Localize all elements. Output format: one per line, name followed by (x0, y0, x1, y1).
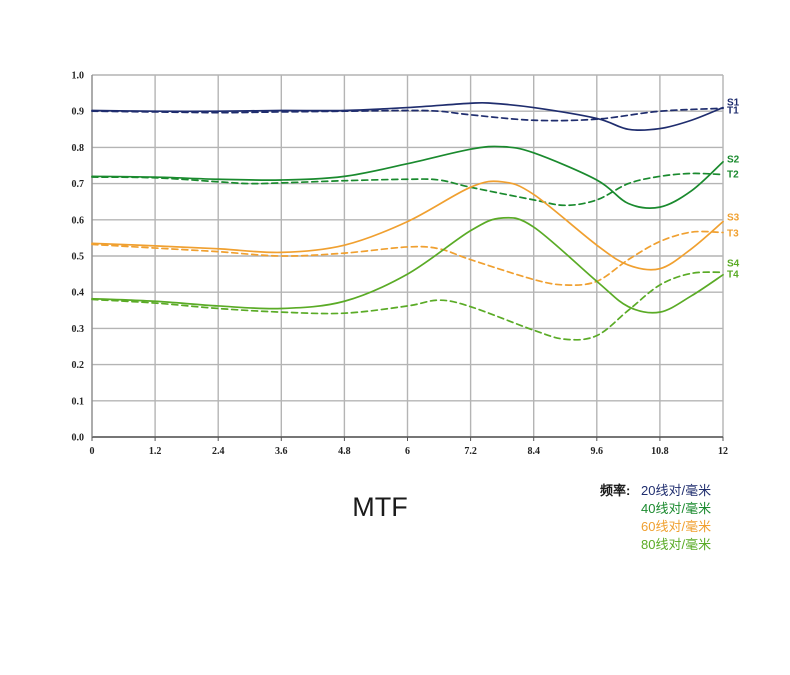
series-line-s1 (91, 101, 724, 132)
legend-entry-20: 20线对/毫米 (641, 483, 712, 498)
y-tick-label: 0.4 (72, 288, 85, 299)
y-tick-label: 0.0 (72, 433, 85, 444)
y-tick-label: 0.8 (72, 143, 85, 154)
x-tick-label: 10.8 (651, 446, 669, 457)
y-tick-label: 0.1 (72, 396, 85, 407)
legend-prefix: 频率: (600, 483, 631, 498)
legend-row-1: 频率: 20线对/毫米 (600, 482, 711, 500)
x-tick-label: 2.4 (212, 446, 225, 457)
y-tick-label: 0.9 (72, 107, 85, 118)
series-label-t4: T4 (727, 270, 739, 281)
x-tick-label: 9.6 (591, 446, 604, 457)
series-line-s3 (91, 180, 724, 271)
legend: 频率: 20线对/毫米 40线对/毫米 60线对/毫米 80线对/毫米 (600, 482, 711, 554)
legend-entry-60: 60线对/毫米 (641, 519, 712, 534)
series-line-t2 (91, 172, 724, 207)
legend-entry-80: 80线对/毫米 (641, 537, 712, 552)
x-tick-label: 12 (718, 446, 728, 457)
y-axis-ticks: 0.0 0.1 0.2 0.3 0.4 0.5 0.6 0.7 0.8 0.9 1.0 (72, 71, 85, 444)
y-tick-label: 0.3 (72, 324, 85, 335)
series-line-t4 (91, 271, 724, 341)
series-label-t1: T1 (727, 106, 739, 117)
x-tick-label: 0 (90, 446, 95, 457)
series-line-s4 (91, 216, 724, 314)
series-label-s1: S1 (727, 98, 740, 109)
legend-row-4: 80线对/毫米 (600, 536, 711, 554)
y-tick-label: 0.2 (72, 360, 85, 371)
series-label-t2: T2 (727, 170, 739, 181)
series-line-t1 (91, 107, 724, 122)
y-tick-label: 0.6 (72, 215, 85, 226)
chart-title: MTF (352, 492, 408, 522)
x-tick-label: 8.4 (527, 446, 540, 457)
legend-row-2: 40线对/毫米 (600, 500, 711, 518)
mtf-chart: 0 1.2 2.4 3.6 4.8 6 7.2 8.4 9.6 10.8 12 0.00.10.20… (72, 71, 740, 458)
series-lines (91, 101, 724, 341)
x-tick-label: 3.6 (275, 446, 288, 457)
series-line-t3 (91, 230, 724, 286)
x-tick-label: 6 (405, 446, 410, 457)
series-label-s3: S3 (727, 213, 740, 224)
x-tick-label: 7.2 (464, 446, 477, 457)
series-label-s2: S2 (727, 155, 740, 166)
series-label-t3: T3 (727, 229, 739, 240)
x-tick-label: 1.2 (149, 446, 162, 457)
legend-row-3: 60线对/毫米 (600, 518, 711, 536)
y-tick-label: 0.5 (72, 252, 85, 263)
y-tick-label: 0.7 (72, 179, 85, 190)
x-axis-ticks: 0 1.2 2.4 3.6 4.8 6 7.2 8.4 9.6 10.8 12 (90, 437, 728, 457)
legend-entry-40: 40线对/毫米 (641, 501, 712, 516)
series-label-s4: S4 (727, 259, 740, 270)
y-tick-label: 1.0 (72, 71, 85, 82)
grid-lines (91, 74, 724, 438)
series-line-s2 (91, 145, 724, 209)
x-tick-label: 4.8 (338, 446, 351, 457)
